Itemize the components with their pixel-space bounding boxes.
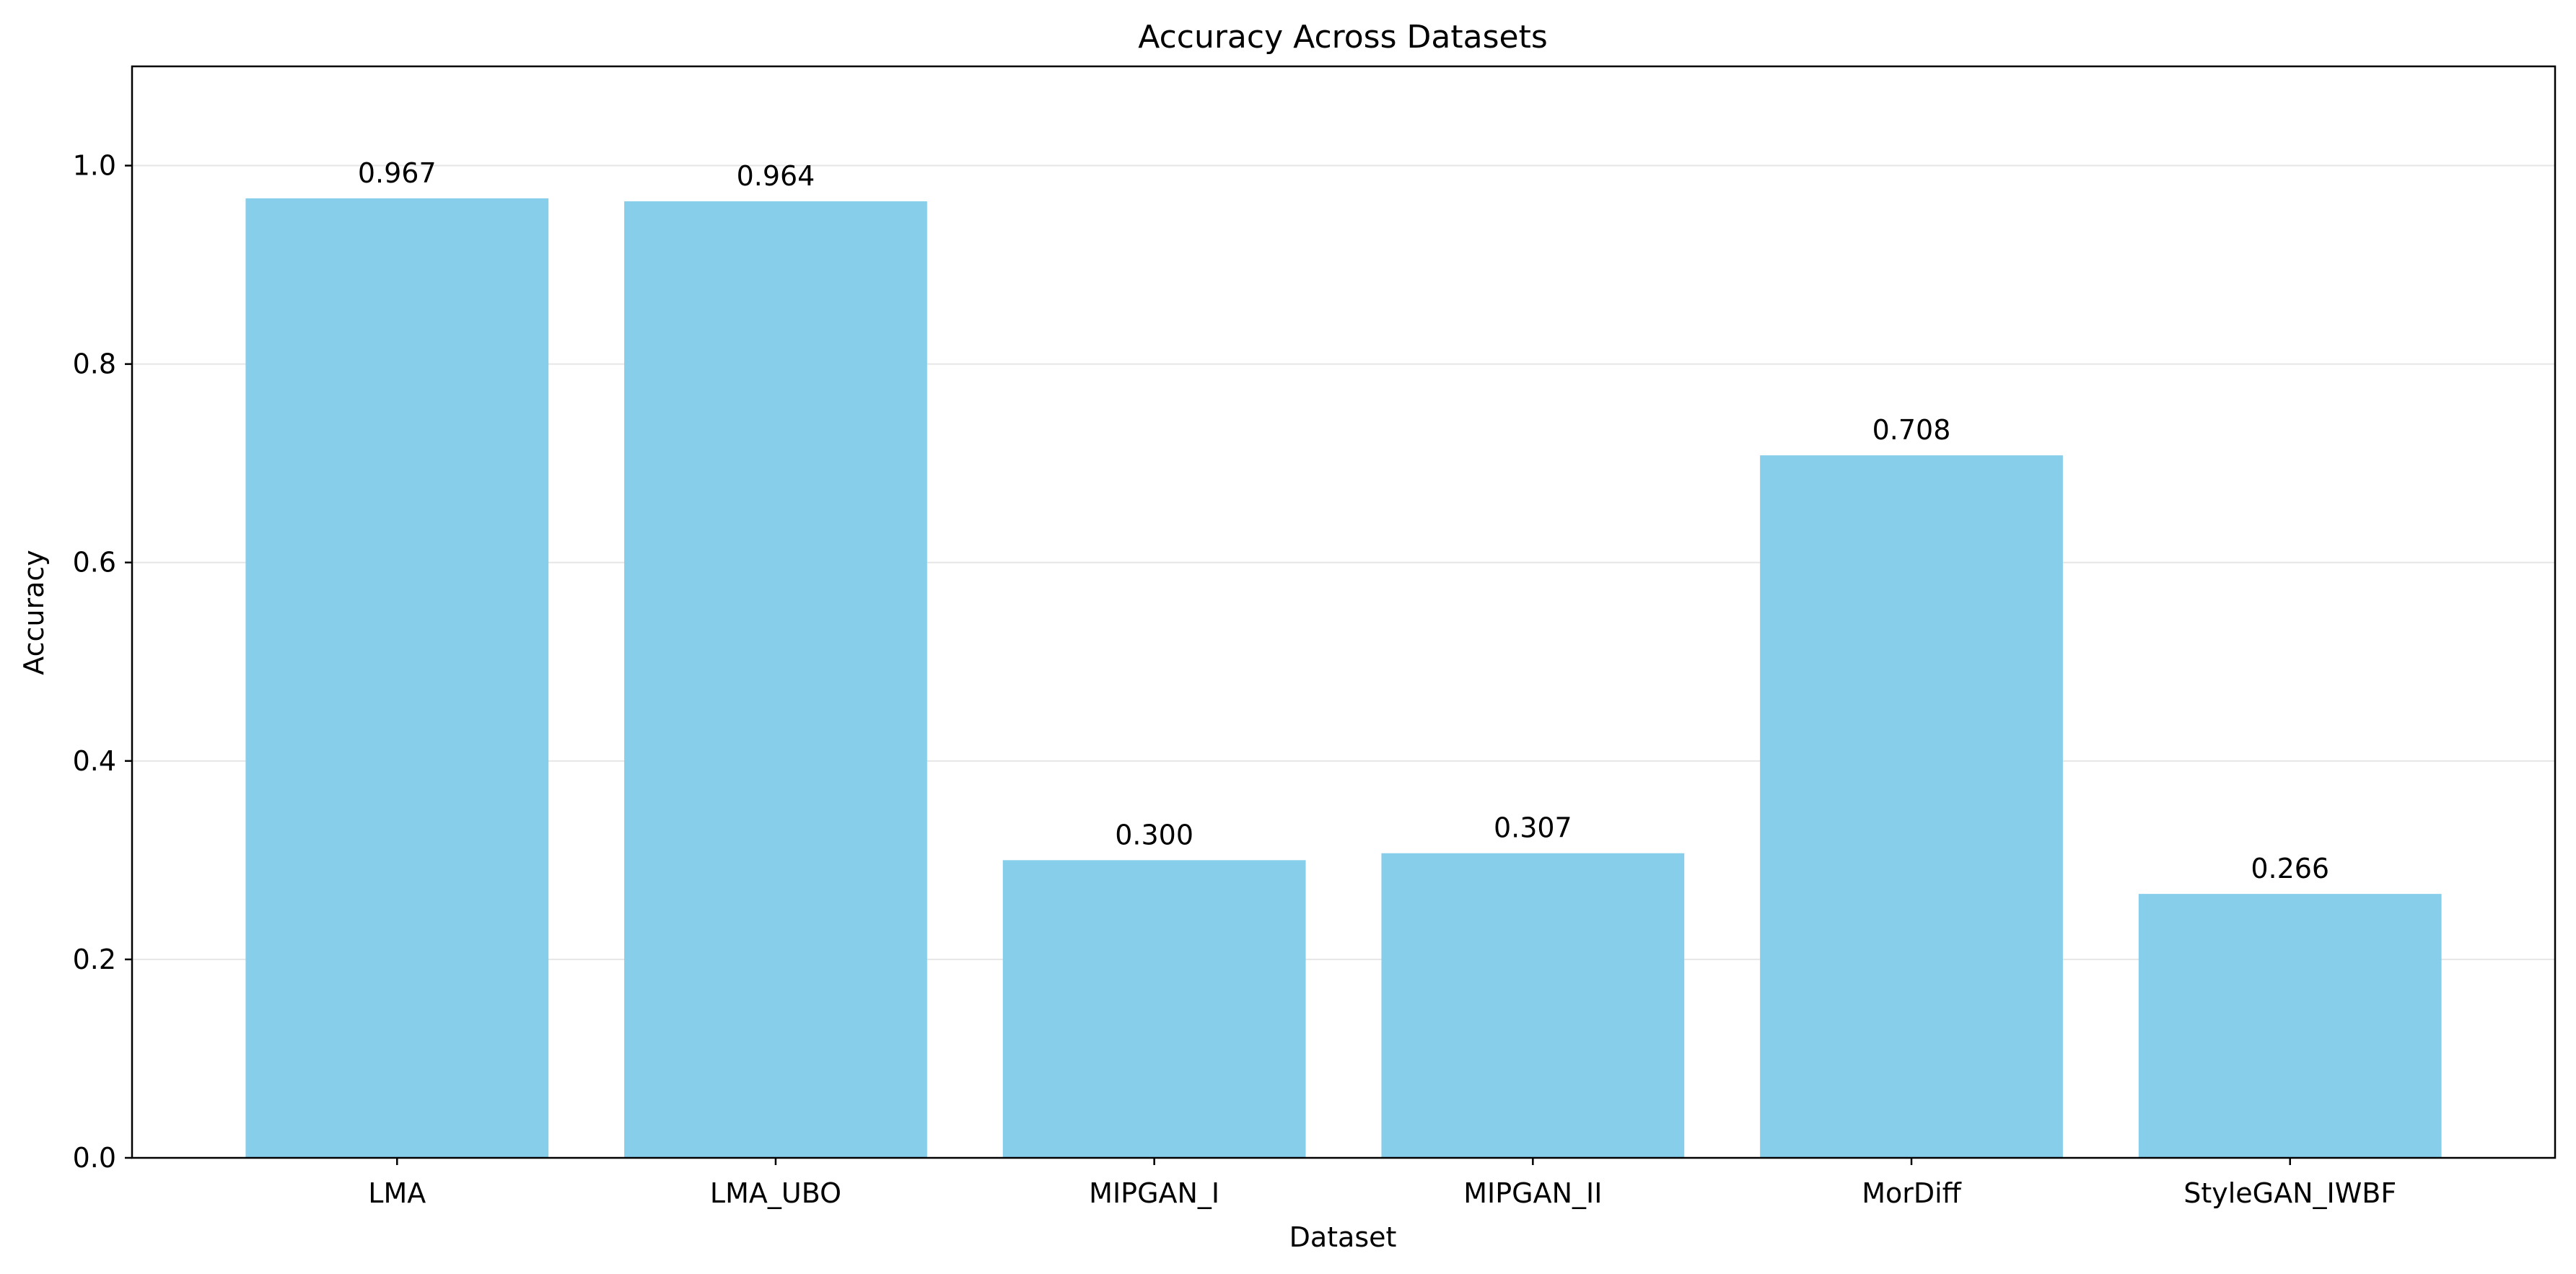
bar xyxy=(2138,894,2442,1158)
bar-value-label: 0.967 xyxy=(358,157,437,189)
y-tick-label: 0.0 xyxy=(73,1142,116,1174)
bars xyxy=(245,198,2442,1159)
y-tick-label: 0.6 xyxy=(73,547,116,579)
bar-value-label: 0.307 xyxy=(1494,812,1572,844)
chart-title: Accuracy Across Datasets xyxy=(1138,19,1548,56)
bar-value-label: 0.300 xyxy=(1115,819,1193,851)
bar xyxy=(1760,455,2063,1158)
y-tick-label: 1.0 xyxy=(73,150,116,182)
y-axis-ticks: 0.0 0.2 0.4 0.6 0.8 1.0 xyxy=(73,150,132,1174)
value-labels: 0.967 0.964 0.300 0.307 0.708 0.266 xyxy=(358,157,2329,884)
plot-frame xyxy=(131,65,2557,1159)
bar-value-label: 0.266 xyxy=(2251,853,2329,884)
x-tick-label: MorDiff xyxy=(1862,1177,1961,1209)
y-tick-label: 0.2 xyxy=(73,944,116,975)
x-axis-label: Dataset xyxy=(1289,1221,1397,1253)
bar-value-label: 0.708 xyxy=(1872,414,1951,446)
x-tick-label: MIPGAN_I xyxy=(1089,1177,1219,1209)
x-axis-ticks: LMA LMA_UBO MIPGAN_I MIPGAN_II MorDiff StyleG… xyxy=(368,1158,2396,1209)
bar xyxy=(1002,860,1306,1158)
x-tick-label: LMA_UBO xyxy=(710,1177,841,1209)
y-axis-label: Accuracy xyxy=(18,550,50,675)
bar xyxy=(624,201,927,1159)
x-tick-label: MIPGAN_II xyxy=(1463,1177,1602,1209)
y-tick-label: 0.4 xyxy=(73,745,116,777)
bar xyxy=(1381,853,1685,1158)
bar-value-label: 0.964 xyxy=(737,160,815,192)
x-tick-label: LMA xyxy=(368,1177,426,1209)
x-tick-label: StyleGAN_IWBF xyxy=(2183,1177,2396,1209)
bar xyxy=(245,198,549,1159)
y-tick-label: 0.8 xyxy=(73,348,116,380)
